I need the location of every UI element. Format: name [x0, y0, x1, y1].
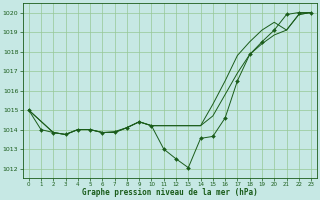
X-axis label: Graphe pression niveau de la mer (hPa): Graphe pression niveau de la mer (hPa): [82, 188, 258, 197]
